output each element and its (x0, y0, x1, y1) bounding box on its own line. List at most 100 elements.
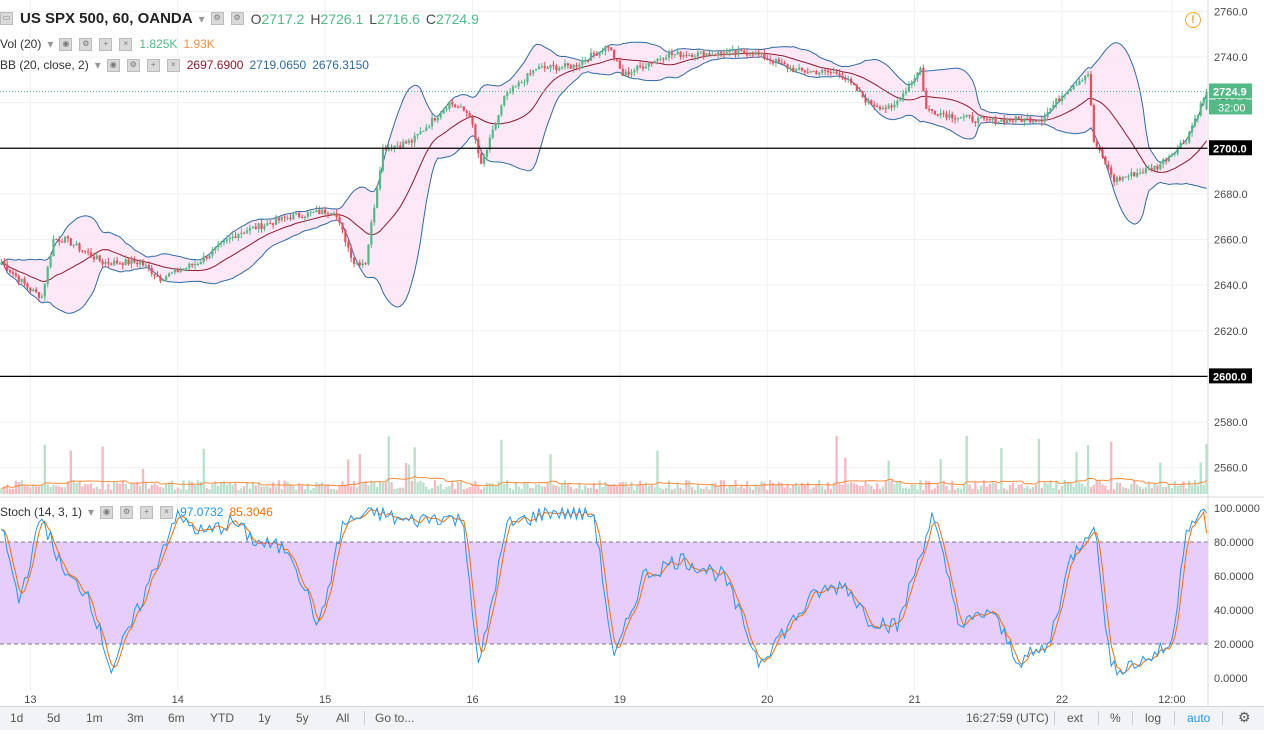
range-1m[interactable]: 1m (86, 711, 103, 725)
candle-body (676, 51, 679, 55)
volume-bar (1112, 489, 1116, 494)
log-toggle[interactable]: log (1145, 711, 1162, 725)
volume-bar (217, 485, 220, 494)
volume-bar (182, 480, 185, 494)
percent-toggle[interactable]: % (1110, 711, 1121, 725)
alert-icon[interactable]: ! (1185, 12, 1201, 28)
close-icon[interactable]: × (160, 505, 174, 519)
candle-body (61, 241, 64, 243)
candle-body (436, 117, 439, 121)
goto-button[interactable]: Go to... (375, 711, 415, 725)
settings-icon[interactable]: ⚙ (210, 12, 224, 25)
volume-bar (696, 484, 700, 494)
chevron-down-icon[interactable]: ▾ (88, 505, 95, 519)
volume-bar (705, 486, 708, 494)
candle-body (1156, 165, 1159, 170)
volume-bar (887, 460, 890, 494)
time-tick-label: 14 (172, 694, 184, 706)
volume-bar (555, 485, 558, 494)
settings-icon[interactable]: ⚙ (120, 505, 134, 519)
candle-body (69, 238, 72, 246)
candle-body (425, 127, 428, 132)
range-ytd[interactable]: YTD (210, 711, 234, 725)
eye-icon[interactable]: ◉ (106, 58, 120, 72)
candle-body (254, 226, 257, 229)
candle-body (529, 73, 532, 75)
candle-body (468, 112, 471, 117)
candle-body (1176, 147, 1179, 154)
volume-bar (231, 484, 234, 494)
volume-bar (979, 485, 983, 494)
volume-bar (716, 487, 720, 494)
candle-body (685, 54, 688, 57)
range-5y[interactable]: 5y (296, 711, 309, 725)
volume-bar (141, 468, 145, 494)
close-icon[interactable]: × (166, 58, 180, 72)
stoch-k-value: 97.0732 (180, 505, 224, 519)
close-icon[interactable]: × (119, 37, 133, 51)
add-icon[interactable]: + (146, 58, 160, 72)
volume-bar (1153, 483, 1156, 494)
add-icon[interactable]: + (99, 37, 113, 51)
last-price-tag: 2724.9 (1213, 86, 1247, 98)
candle-body (1075, 84, 1078, 86)
candle-body (396, 145, 399, 147)
candle-body (968, 115, 971, 117)
volume-bar (428, 489, 431, 494)
volume-bar (20, 480, 23, 494)
candle-body (231, 236, 234, 239)
time-tick-label: 22 (1056, 694, 1068, 706)
chevron-down-icon[interactable]: ▾ (47, 37, 54, 51)
volume-bar (1063, 480, 1067, 494)
candle-body (373, 207, 376, 223)
eye-icon[interactable]: ◉ (100, 505, 114, 519)
candle-body (243, 232, 246, 234)
volume-bar (1049, 480, 1052, 494)
candle-body (1092, 105, 1095, 142)
volume-bar (1069, 483, 1072, 494)
ext-toggle[interactable]: ext (1067, 711, 1084, 725)
time-tick-label: 16 (466, 694, 478, 706)
candle-body (991, 117, 994, 121)
candle-body (711, 54, 714, 56)
range-3m[interactable]: 3m (127, 711, 144, 725)
candle-body (477, 139, 480, 154)
candle-body (1072, 85, 1075, 90)
auto-toggle[interactable]: auto (1187, 711, 1211, 725)
candle-body (159, 276, 162, 282)
range-all[interactable]: All (336, 711, 350, 725)
collapse-icon[interactable]: ▭ (0, 12, 13, 25)
volume-bar (659, 487, 662, 494)
settings-gear-icon[interactable]: ⚙ (1238, 709, 1251, 725)
settings-icon[interactable]: ⚙ (126, 58, 140, 72)
volume-bar (295, 489, 298, 494)
chevron-down-icon[interactable]: ▾ (94, 58, 101, 72)
candle-body (899, 100, 902, 102)
candle-body (0, 262, 3, 265)
candle-body (121, 263, 124, 266)
candle-body (982, 117, 986, 119)
format-icon[interactable]: ⚙ (230, 12, 244, 25)
volume-bar (401, 487, 405, 494)
candle-body (113, 260, 116, 265)
eye-icon[interactable]: ◉ (59, 37, 73, 51)
stoch-tick-label: 20.0000 (1214, 639, 1254, 651)
candle-body (1104, 156, 1107, 165)
volume-bar (193, 485, 197, 494)
range-5d[interactable]: 5d (47, 711, 61, 725)
candle-body (797, 67, 801, 70)
chevron-down-icon[interactable]: ▾ (198, 11, 205, 26)
settings-icon[interactable]: ⚙ (79, 37, 93, 51)
range-1d[interactable]: 1d (10, 711, 24, 725)
volume-bar (1072, 486, 1075, 494)
volume-bar (303, 489, 307, 494)
range-6m[interactable]: 6m (168, 711, 185, 725)
range-1y[interactable]: 1y (258, 711, 271, 725)
add-icon[interactable]: + (140, 505, 154, 519)
volume-bar (543, 486, 546, 494)
candle-body (196, 263, 200, 265)
candle-body (104, 262, 107, 265)
price-tick-label: 2740.0 (1214, 52, 1248, 64)
